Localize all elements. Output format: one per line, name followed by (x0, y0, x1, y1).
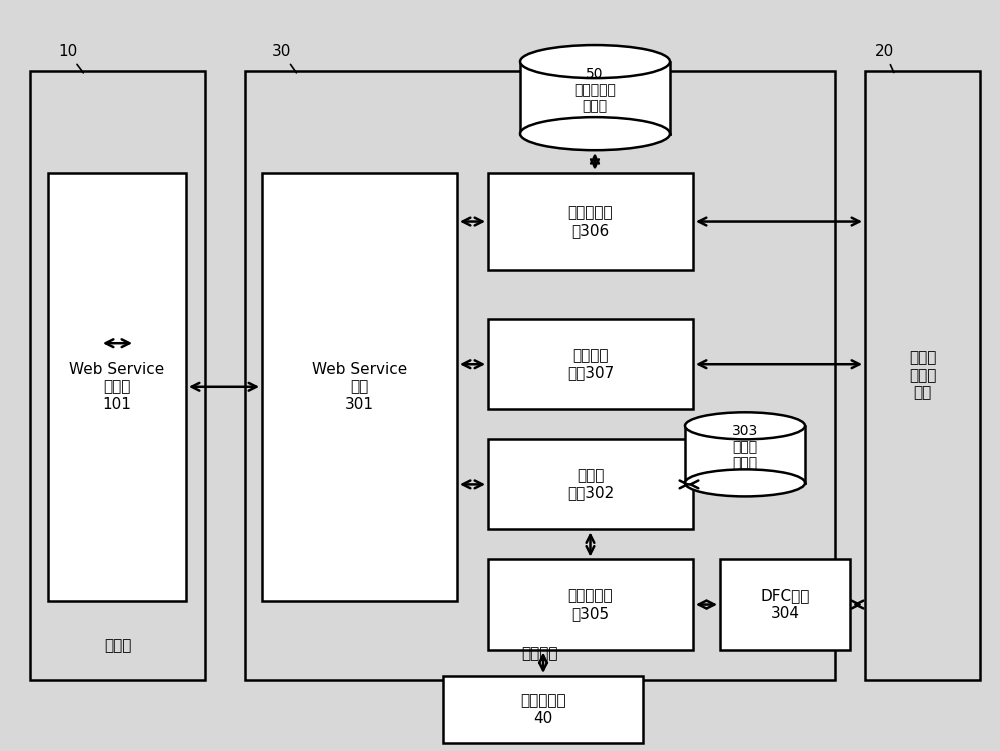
Text: 30: 30 (272, 44, 296, 73)
Bar (520, 62, 670, 134)
Text: 设计文
档管理
系统: 设计文 档管理 系统 (909, 351, 936, 400)
Ellipse shape (520, 117, 670, 150)
Bar (262, 173, 457, 601)
Bar (488, 559, 693, 650)
Bar (488, 439, 693, 529)
Bar (865, 71, 980, 680)
Text: 表接口
模块302: 表接口 模块302 (567, 468, 614, 501)
Bar (488, 173, 693, 270)
Text: 客户端: 客户端 (104, 638, 131, 653)
Bar (245, 71, 835, 680)
Bar (48, 173, 186, 601)
Bar (685, 426, 805, 483)
Bar (30, 71, 205, 680)
Text: 归档业务组
件305: 归档业务组 件305 (568, 588, 613, 621)
Bar (443, 676, 643, 743)
Bar (720, 559, 850, 650)
Ellipse shape (520, 45, 670, 78)
Text: 数据反写
模块307: 数据反写 模块307 (567, 348, 614, 381)
Text: 取号业务模
块306: 取号业务模 块306 (568, 205, 613, 238)
Text: 20: 20 (875, 44, 894, 73)
Ellipse shape (685, 469, 805, 496)
Text: Web Service
组件
301: Web Service 组件 301 (312, 362, 407, 412)
Bar (488, 319, 693, 409)
Text: 303
表接口
数据库: 303 表接口 数据库 (732, 424, 758, 470)
Text: 文件服务器
40: 文件服务器 40 (520, 693, 566, 726)
Text: 服务平台: 服务平台 (522, 646, 558, 661)
Text: 10: 10 (58, 44, 83, 73)
Ellipse shape (685, 412, 805, 439)
Text: 50
取号中间表
数据库: 50 取号中间表 数据库 (574, 67, 616, 113)
Text: DFC接口
304: DFC接口 304 (760, 588, 810, 621)
Text: Web Service
客户端
101: Web Service 客户端 101 (69, 362, 165, 412)
